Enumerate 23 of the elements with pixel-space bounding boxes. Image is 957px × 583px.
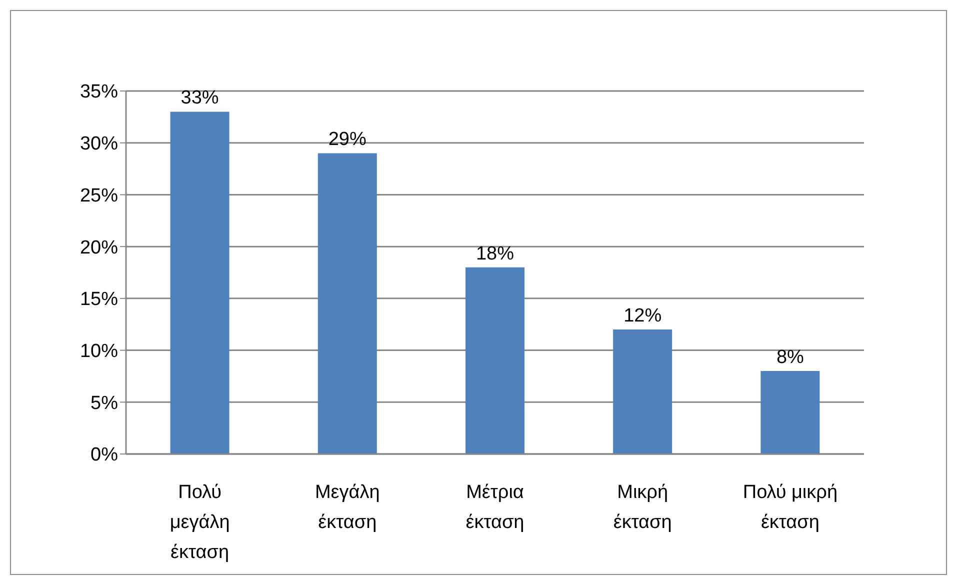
x-tick-label: Μέτρια έκταση	[466, 482, 524, 533]
x-tick-label: Πολύ μεγάλη έκταση	[170, 482, 230, 563]
bar	[760, 371, 820, 454]
y-tick-label: 0%	[90, 444, 118, 466]
x-tick-label: Μεγάλη έκταση	[314, 482, 380, 533]
y-tick-label: 35%	[80, 82, 118, 103]
x-tick-label: Μικρή έκταση	[613, 482, 672, 533]
data-label: 8%	[776, 347, 804, 368]
data-label: 33%	[180, 88, 219, 109]
y-tick-label: 25%	[80, 185, 118, 206]
x-tick-label: Πολύ μικρή έκταση	[742, 482, 838, 533]
data-label: 18%	[476, 243, 514, 264]
y-tick-label: 10%	[80, 341, 118, 362]
y-tick-label: 20%	[80, 237, 118, 258]
bar	[170, 112, 230, 454]
bar	[613, 330, 672, 454]
y-tick-label: 5%	[90, 392, 118, 414]
bar	[318, 153, 377, 454]
bar	[465, 267, 524, 454]
y-tick-label: 15%	[80, 289, 118, 310]
data-label: 12%	[624, 306, 662, 327]
data-label: 29%	[328, 129, 366, 150]
y-tick-label: 30%	[80, 134, 118, 155]
